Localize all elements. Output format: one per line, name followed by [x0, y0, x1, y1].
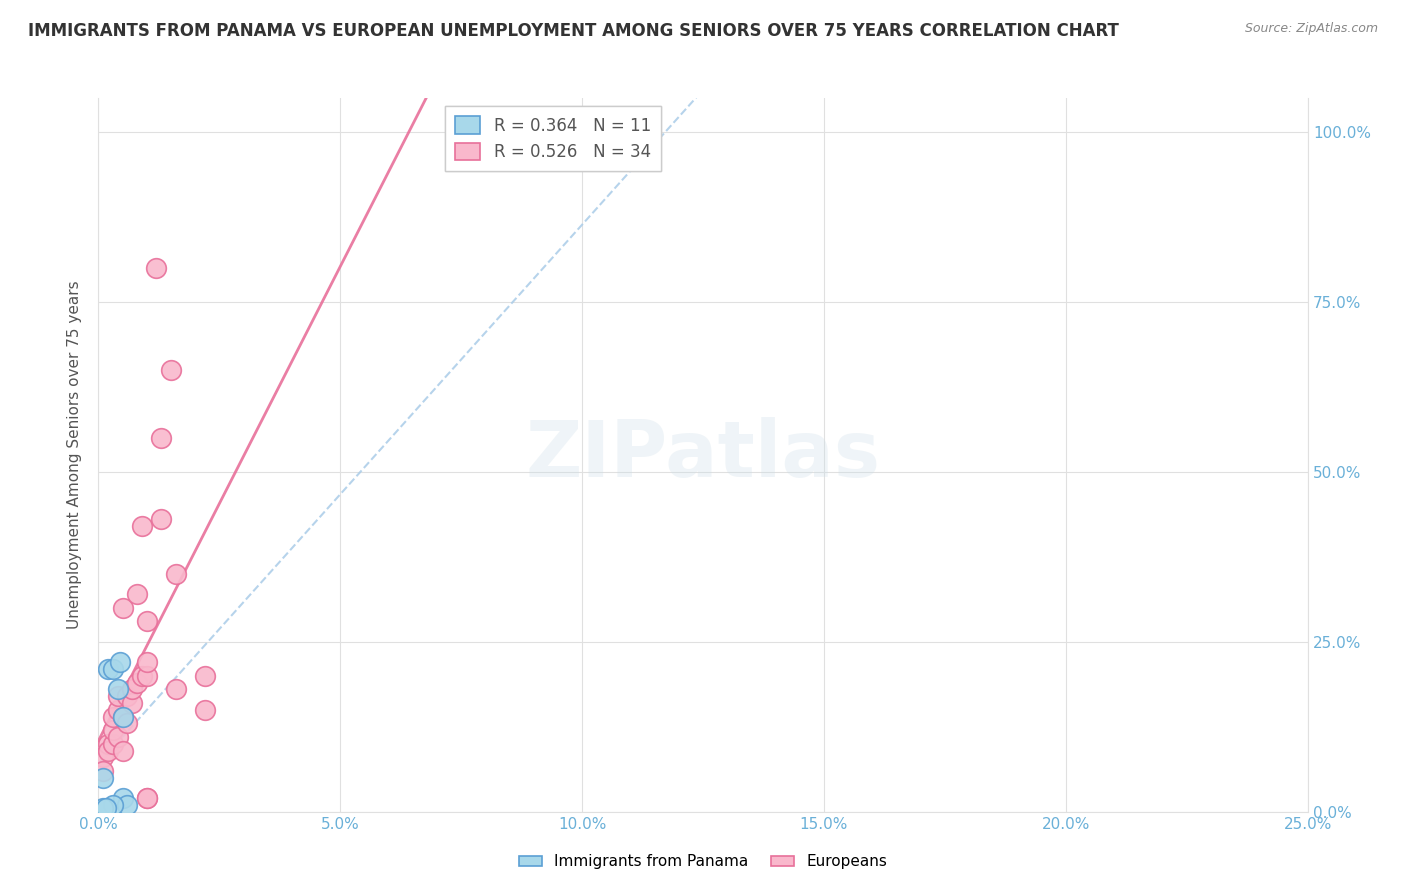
- Point: [107, 703, 129, 717]
- Text: IMMIGRANTS FROM PANAMA VS EUROPEAN UNEMPLOYMENT AMONG SENIORS OVER 75 YEARS CORR: IMMIGRANTS FROM PANAMA VS EUROPEAN UNEMP…: [28, 22, 1119, 40]
- Point: [108, 655, 131, 669]
- Legend: Immigrants from Panama, Europeans: Immigrants from Panama, Europeans: [513, 848, 893, 875]
- Point: [91, 750, 114, 764]
- Point: [111, 709, 134, 723]
- Point: [111, 600, 134, 615]
- Point: [97, 737, 120, 751]
- Y-axis label: Unemployment Among Seniors over 75 years: Unemployment Among Seniors over 75 years: [67, 281, 83, 629]
- Point: [121, 682, 143, 697]
- Point: [101, 723, 124, 738]
- Point: [111, 743, 134, 757]
- Point: [135, 615, 157, 629]
- Point: [135, 669, 157, 683]
- Point: [101, 709, 124, 723]
- Point: [194, 703, 217, 717]
- Text: Source: ZipAtlas.com: Source: ZipAtlas.com: [1244, 22, 1378, 36]
- Text: ZIPatlas: ZIPatlas: [526, 417, 880, 493]
- Point: [131, 669, 153, 683]
- Point: [107, 689, 129, 703]
- Point: [107, 730, 129, 744]
- Point: [121, 696, 143, 710]
- Point: [91, 771, 114, 785]
- Point: [94, 801, 117, 815]
- Point: [107, 682, 129, 697]
- Point: [135, 791, 157, 805]
- Point: [111, 709, 134, 723]
- Point: [145, 260, 167, 275]
- Point: [97, 743, 120, 757]
- Point: [117, 689, 139, 703]
- Point: [150, 512, 173, 526]
- Point: [117, 797, 139, 812]
- Point: [91, 764, 114, 778]
- Point: [111, 791, 134, 805]
- Point: [91, 801, 114, 815]
- Point: [97, 662, 120, 676]
- Point: [160, 363, 183, 377]
- Point: [127, 587, 149, 601]
- Point: [135, 791, 157, 805]
- Point: [165, 566, 187, 581]
- Point: [101, 662, 124, 676]
- Point: [101, 737, 124, 751]
- Point: [194, 669, 217, 683]
- Point: [117, 716, 139, 731]
- Point: [135, 655, 157, 669]
- Point: [131, 519, 153, 533]
- Point: [150, 431, 173, 445]
- Legend: R = 0.364   N = 11, R = 0.526   N = 34: R = 0.364 N = 11, R = 0.526 N = 34: [446, 106, 661, 171]
- Point: [127, 675, 149, 690]
- Point: [101, 797, 124, 812]
- Point: [165, 682, 187, 697]
